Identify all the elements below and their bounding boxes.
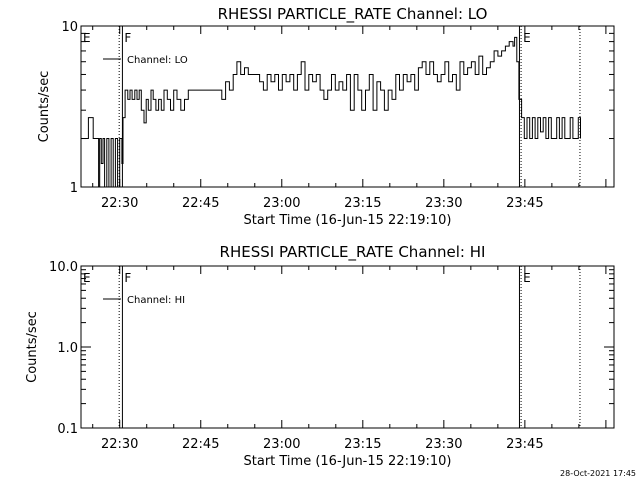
series-line bbox=[81, 36, 581, 188]
marker-label: E bbox=[523, 271, 531, 285]
chart-title: RHESSI PARTICLE_RATE Channel: LO bbox=[218, 5, 488, 24]
y-tick-label: 1.0 bbox=[57, 341, 78, 356]
y-axis-label: Counts/sec bbox=[37, 71, 52, 143]
x-tick-label: 23:30 bbox=[425, 437, 462, 452]
y-tick-label: 0.1 bbox=[57, 422, 78, 437]
x-axis-label: Start Time (16-Jun-15 22:19:10) bbox=[244, 213, 452, 228]
y-tick-label: 1 bbox=[70, 181, 78, 196]
marker-label: E bbox=[523, 31, 531, 45]
x-tick-label: 22:30 bbox=[101, 437, 138, 452]
marker-label: E bbox=[83, 271, 91, 285]
marker-label: F bbox=[124, 31, 131, 45]
lo-channel-panel: RHESSI PARTICLE_RATE Channel: LO Start Ti… bbox=[37, 5, 615, 228]
x-tick-label: 23:15 bbox=[344, 437, 381, 452]
legend-label: Channel: HI bbox=[127, 295, 185, 306]
marker-label: F bbox=[124, 271, 131, 285]
x-tick-label: 23:00 bbox=[263, 196, 300, 211]
x-tick-label: 22:30 bbox=[101, 196, 138, 211]
marker-label: E bbox=[83, 31, 91, 45]
x-tick-label: 23:45 bbox=[506, 196, 543, 211]
y-tick-label: 10 bbox=[61, 20, 78, 35]
y-tick-label: 10.0 bbox=[49, 260, 78, 275]
x-tick-label: 22:45 bbox=[182, 196, 219, 211]
plot-frame bbox=[80, 25, 615, 188]
legend-label: Channel: LO bbox=[127, 55, 188, 66]
chart-title: RHESSI PARTICLE_RATE Channel: HI bbox=[220, 243, 486, 262]
x-tick-label: 22:45 bbox=[182, 437, 219, 452]
hi-channel-panel: RHESSI PARTICLE_RATE Channel: HI Start Ti… bbox=[25, 243, 615, 469]
x-tick-label: 23:00 bbox=[263, 437, 300, 452]
x-tick-label: 23:30 bbox=[425, 196, 462, 211]
x-tick-label: 23:15 bbox=[344, 196, 381, 211]
x-tick-label: 23:45 bbox=[506, 437, 543, 452]
y-axis-label: Counts/sec bbox=[25, 311, 40, 383]
x-axis-label: Start Time (16-Jun-15 22:19:10) bbox=[244, 454, 452, 469]
date-stamp: 28-Oct-2021 17:45 bbox=[560, 469, 636, 478]
plot-frame bbox=[80, 265, 615, 429]
